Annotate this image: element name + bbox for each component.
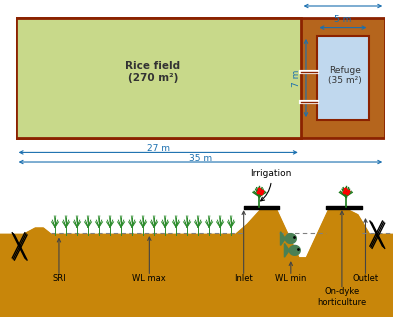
Bar: [316, 36, 369, 120]
Text: Inlet: Inlet: [234, 274, 253, 283]
Polygon shape: [285, 243, 289, 257]
Polygon shape: [289, 245, 300, 255]
Text: Rice field
(270 m²): Rice field (270 m²): [125, 61, 180, 83]
Polygon shape: [0, 207, 393, 317]
Polygon shape: [285, 234, 296, 243]
Text: SRI: SRI: [52, 274, 66, 283]
Text: Outlet: Outlet: [353, 274, 378, 283]
Text: WL max: WL max: [132, 274, 166, 283]
Polygon shape: [281, 232, 285, 245]
Text: 5 m: 5 m: [334, 15, 352, 24]
Text: Refuge
(35 m²): Refuge (35 m²): [328, 66, 362, 85]
Text: 8 m: 8 m: [334, 0, 352, 3]
Text: 7 m: 7 m: [292, 69, 301, 87]
Text: 27 m: 27 m: [147, 144, 170, 153]
Bar: [16, 18, 385, 138]
Text: 10 m: 10 m: [0, 67, 2, 90]
Text: Irrigation: Irrigation: [250, 169, 292, 201]
Text: 35 m: 35 m: [189, 154, 212, 163]
Text: On-dyke
horticulture: On-dyke horticulture: [317, 287, 367, 307]
Text: WL min: WL min: [275, 274, 307, 283]
Bar: [16, 18, 301, 138]
